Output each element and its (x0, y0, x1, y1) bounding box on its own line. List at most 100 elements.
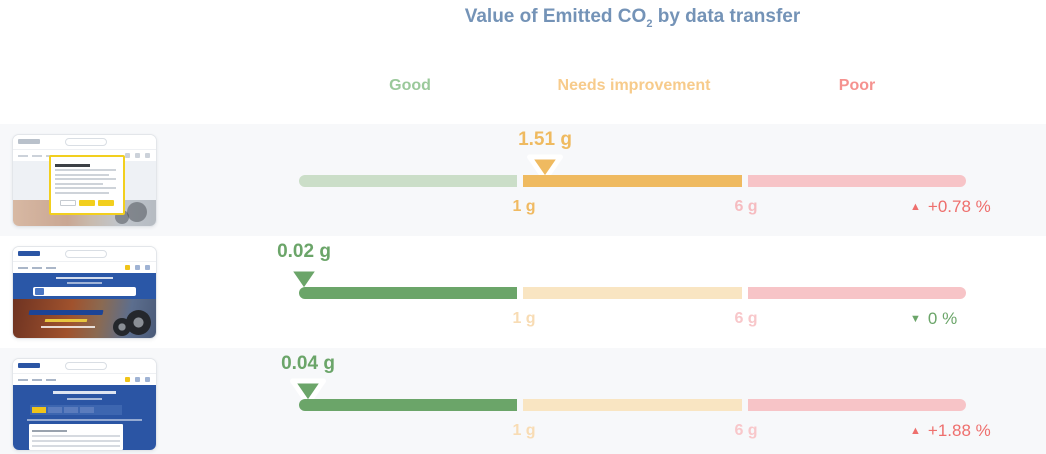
gauge-marker-icon (287, 377, 329, 408)
tab (64, 407, 79, 413)
nav-icon (135, 377, 140, 382)
site-search-bar (65, 362, 107, 370)
site-header (13, 247, 156, 262)
emission-value: 0.02 g (277, 241, 331, 262)
nav-link (46, 379, 56, 381)
decline-button (60, 199, 76, 206)
nav-link (32, 267, 42, 269)
text-line (55, 191, 110, 194)
tire-image (113, 318, 131, 336)
nav-link (18, 379, 28, 381)
site-logo (18, 251, 40, 256)
accept-button (79, 199, 95, 206)
trend-value: +1.88 % (927, 421, 991, 440)
tick-6g: 6 g (734, 422, 758, 439)
zone-label-good: Good (389, 77, 431, 94)
trend-value: 0 % (927, 309, 958, 328)
tire-image (127, 202, 147, 222)
site-logo (18, 363, 40, 368)
tab-bar (30, 405, 122, 415)
gauge-segment-poor (747, 399, 966, 411)
nav-icon (145, 153, 150, 158)
trend-up-icon: ▲ (910, 200, 921, 213)
text-line (67, 282, 102, 284)
chart-title: Value of Emitted CO2 by data transfer (299, 6, 966, 30)
zone-label-poor: Poor (838, 77, 876, 94)
page-body (13, 385, 156, 450)
nav-icon (125, 153, 130, 158)
nav-icon (135, 153, 140, 158)
dialog-buttons (55, 199, 119, 206)
report-row-3: 0.04 g 1 g 6 g ▲ +1.88 % (0, 348, 1046, 454)
dialog-title (55, 163, 91, 167)
gauge-marker-icon (283, 265, 325, 296)
text-line (55, 277, 114, 279)
results-panel (28, 424, 124, 450)
gauge-segment-needs-improvement (523, 287, 742, 299)
text-line (67, 398, 102, 400)
webpage-thumbnail-cookie-dialog[interactable] (12, 134, 157, 227)
site-header (13, 135, 156, 150)
gauge-segment-good (299, 175, 518, 187)
site-nav (13, 263, 156, 273)
nav-link (18, 267, 28, 269)
site-header (13, 359, 156, 374)
hero-banner (13, 273, 156, 299)
nav-link (18, 155, 28, 157)
list-line (31, 440, 121, 442)
trend-value: +0.78 % (927, 197, 991, 216)
gauge-segment-needs-improvement (523, 399, 742, 411)
report-row-1: 1.51 g 1 g 6 g ▲ +0.78 % (0, 124, 1046, 236)
list-line (31, 435, 121, 437)
gauge-segment-poor (747, 175, 966, 187)
hero-search-button (35, 288, 45, 295)
title-text: by data transfer (652, 6, 801, 27)
nav-link (32, 379, 42, 381)
headline-text (28, 310, 104, 315)
gauge-segment-good (299, 399, 518, 411)
tick-6g: 6 g (734, 310, 758, 327)
tab (80, 407, 95, 413)
nav-icon (145, 377, 150, 382)
gauge-bar (299, 287, 966, 299)
title-subscript: 2 (646, 18, 653, 30)
settings-button (98, 199, 114, 206)
zone-label-needs-improvement: Needs improvement (557, 77, 711, 94)
gauge-bar (299, 175, 966, 187)
webpage-thumbnail-list-page[interactable] (12, 358, 157, 451)
webpage-thumbnail-homepage[interactable] (12, 246, 157, 339)
trend-indicator: ▲ +1.88 % (910, 421, 991, 441)
tab (48, 407, 63, 413)
text-line (41, 326, 95, 328)
text-line (55, 187, 116, 189)
site-search-bar (65, 138, 107, 146)
gauge-segment-poor (747, 287, 966, 299)
tab-active (32, 407, 47, 413)
hero-search-box (33, 287, 136, 296)
trend-up-icon: ▲ (910, 424, 921, 437)
tick-1g: 1 g (512, 310, 536, 327)
list-line (31, 445, 121, 447)
emission-value: 1.51 g (518, 129, 572, 150)
cookie-consent-dialog (49, 155, 125, 215)
text-line (55, 182, 103, 185)
text-line (27, 419, 142, 421)
site-search-bar (65, 250, 107, 258)
panel-header-line (31, 430, 68, 432)
tick-6g: 6 g (734, 198, 758, 215)
report-row-2: 0.02 g 1 g 6 g ▼ 0 % (0, 236, 1046, 348)
nav-link (46, 267, 56, 269)
gauge-segment-needs-improvement (523, 175, 742, 187)
trend-indicator: ▲ +0.78 % (910, 197, 991, 217)
site-nav (13, 375, 156, 385)
subheadline-text (44, 319, 88, 322)
tick-1g: 1 g (512, 198, 536, 215)
nav-icon (125, 265, 130, 270)
nav-link (32, 155, 42, 157)
gauge-segment-good (299, 287, 518, 299)
title-text: Value of Emitted CO (464, 6, 647, 27)
emission-value: 0.04 g (281, 353, 335, 374)
road-photo (13, 299, 156, 338)
text-line (55, 178, 116, 180)
